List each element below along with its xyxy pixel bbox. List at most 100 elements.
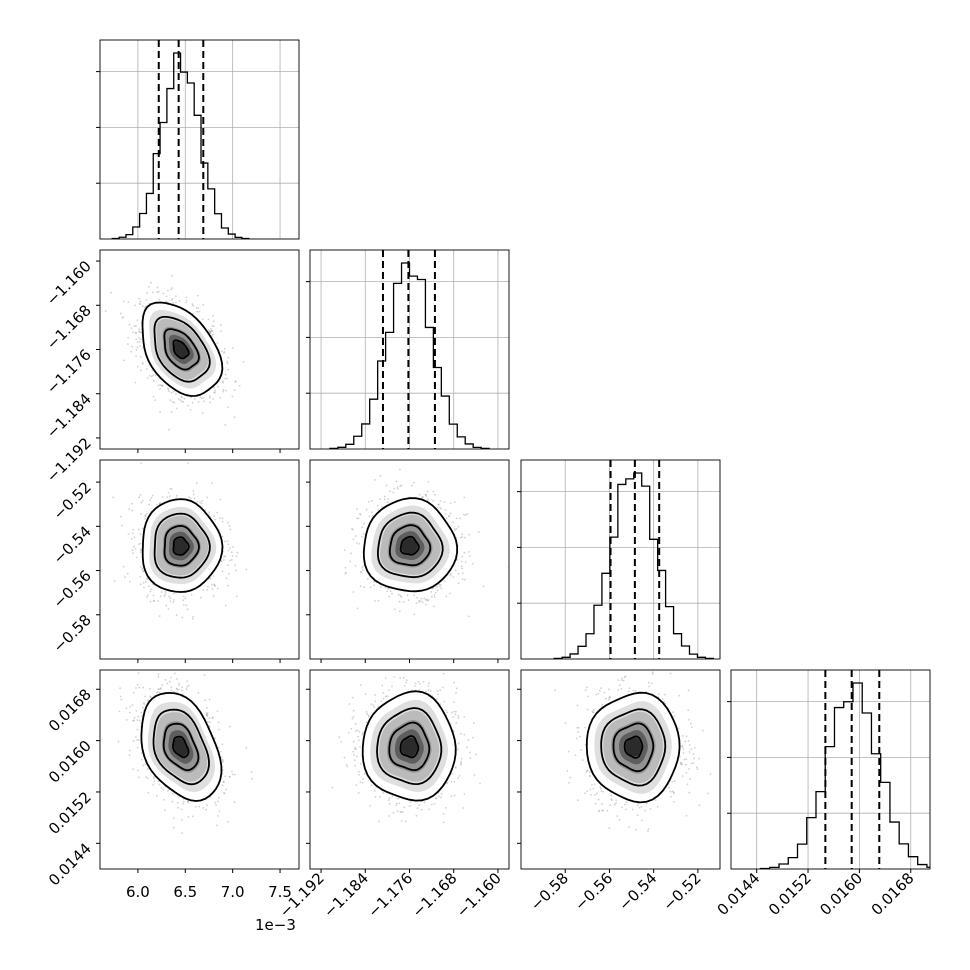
sample-point (216, 587, 219, 590)
sample-point (151, 369, 154, 372)
sample-point (434, 493, 436, 496)
sample-point (139, 338, 142, 340)
sample-point (439, 584, 442, 586)
sample-point (212, 314, 214, 317)
sample-point (221, 535, 224, 538)
sample-point (138, 340, 141, 343)
sample-point (149, 696, 152, 699)
sample-point (142, 581, 145, 584)
sample-point (175, 301, 177, 304)
sample-point (219, 498, 222, 501)
sample-point (214, 737, 217, 739)
sample-point (136, 746, 139, 749)
sample-point (433, 605, 435, 608)
sample-point (138, 302, 141, 305)
sample-point (432, 499, 435, 502)
sample-point (386, 501, 389, 504)
sample-point (459, 517, 461, 520)
sample-point (438, 585, 441, 588)
sample-point (450, 573, 452, 575)
contour-line (376, 511, 444, 579)
sample-point (431, 595, 433, 598)
sample-point (223, 351, 226, 353)
sample-point (145, 596, 148, 598)
sample-point (362, 533, 365, 535)
sample-point (464, 514, 467, 516)
sample-point (164, 593, 167, 596)
sample-point (167, 390, 170, 392)
sample-point (176, 691, 179, 694)
sample-point (130, 350, 133, 353)
sample-point (379, 474, 382, 477)
sample-point (175, 688, 178, 690)
sample-point (221, 570, 224, 573)
sample-point (133, 536, 136, 539)
sample-point (421, 496, 423, 499)
histogram-step (553, 472, 715, 659)
sample-point (158, 502, 161, 505)
sample-point (211, 335, 213, 337)
sample-point (461, 567, 463, 570)
sample-point (449, 592, 451, 595)
sample-point (131, 345, 134, 348)
sample-point (181, 832, 183, 834)
sample-point (393, 487, 396, 490)
sample-point (211, 717, 214, 719)
sample-point (175, 407, 178, 410)
sample-point (425, 495, 428, 497)
sample-point (209, 330, 212, 333)
sample-point (159, 384, 162, 386)
sample-point (455, 528, 458, 530)
sample-point (461, 536, 464, 538)
sample-point (167, 608, 170, 610)
sample-point (137, 365, 139, 368)
scatter-panel-1-0 (96, 249, 300, 453)
sample-point (365, 508, 368, 511)
sample-point (123, 359, 126, 362)
sample-point (131, 509, 134, 512)
contour-line (172, 339, 190, 360)
sample-point (225, 389, 227, 392)
sample-point (160, 384, 163, 387)
sample-point (229, 528, 232, 531)
sample-point (127, 343, 129, 345)
sample-point (445, 595, 448, 598)
sample-point (424, 493, 427, 496)
sample-point (449, 502, 452, 505)
sample-point (369, 586, 372, 589)
sample-point (172, 690, 175, 693)
sample-point (468, 533, 471, 536)
panel-content (104, 274, 245, 431)
sample-point (206, 496, 208, 499)
sample-point (133, 325, 136, 327)
sample-point (179, 399, 182, 401)
sample-point (182, 595, 185, 598)
sample-point (170, 488, 173, 490)
sample-point (112, 496, 115, 499)
sample-point (137, 330, 140, 333)
sample-point (139, 303, 142, 305)
sample-point (181, 396, 183, 399)
sample-point (168, 680, 171, 683)
density-level (174, 538, 188, 554)
sample-point (400, 596, 403, 598)
sample-point (207, 585, 209, 588)
sample-point (205, 712, 208, 714)
sample-point (196, 294, 199, 297)
sample-point (377, 508, 380, 511)
sample-point (366, 578, 369, 580)
sample-point (210, 329, 213, 332)
sample-point (183, 397, 186, 400)
sample-point (181, 616, 184, 619)
sample-point (169, 399, 172, 402)
sample-point (477, 531, 480, 533)
sample-point (213, 515, 216, 518)
sample-point (233, 416, 236, 419)
sample-point (231, 395, 234, 398)
sample-point (234, 380, 237, 383)
sample-point (201, 397, 203, 400)
axes-frame (730, 669, 931, 870)
sample-point (187, 800, 190, 802)
sample-point (192, 304, 195, 307)
sample-point (159, 388, 161, 390)
